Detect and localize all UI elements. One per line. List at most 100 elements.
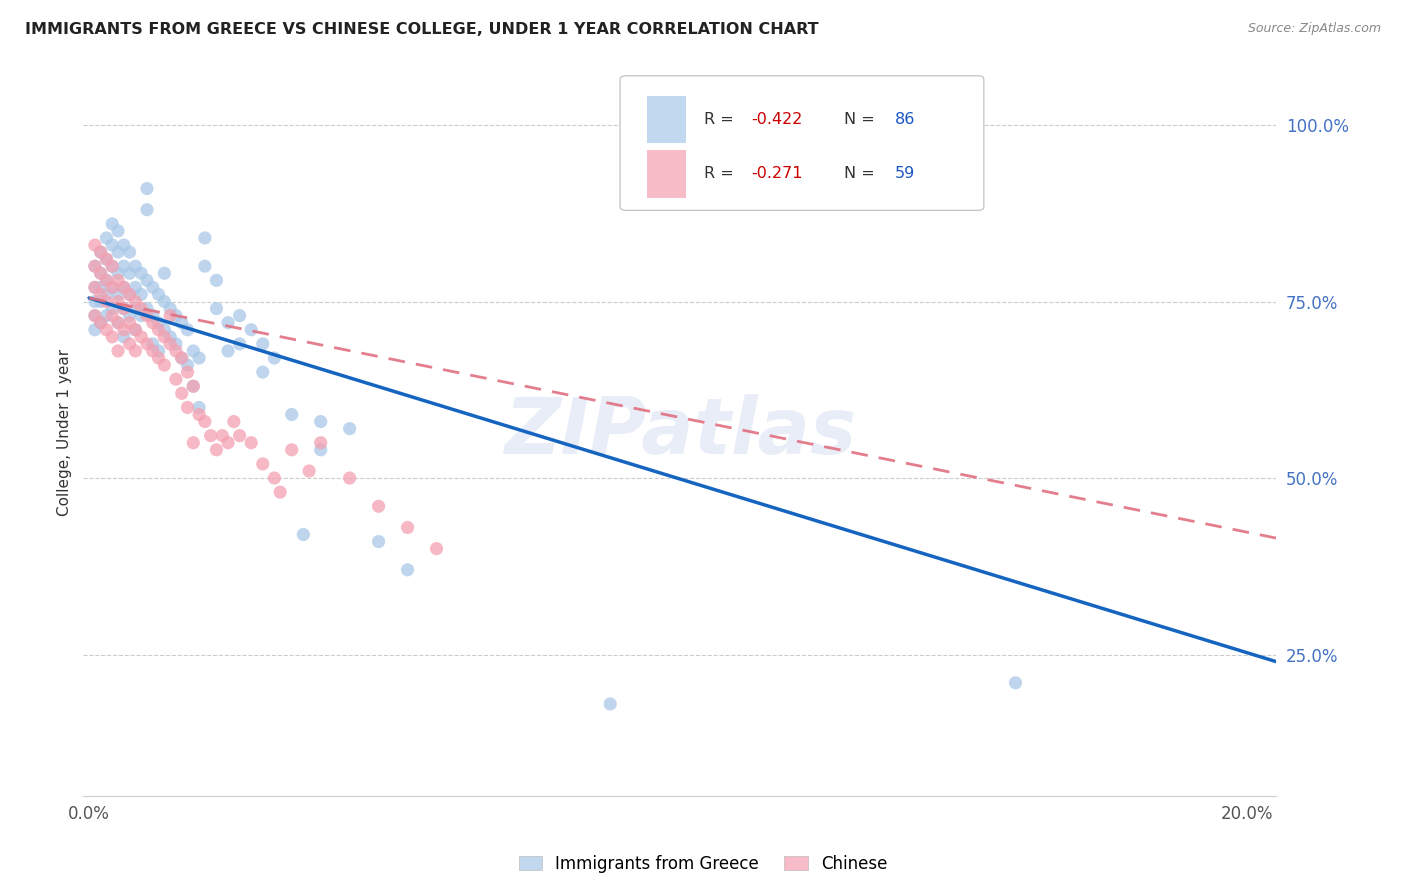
Point bbox=[142, 337, 165, 351]
Point bbox=[339, 471, 361, 485]
Point bbox=[339, 422, 361, 436]
Point bbox=[83, 238, 105, 252]
Point bbox=[298, 464, 321, 478]
Point bbox=[101, 280, 124, 294]
Point bbox=[112, 301, 135, 316]
Point bbox=[153, 266, 176, 280]
Point bbox=[280, 442, 302, 457]
Point bbox=[292, 527, 315, 541]
Point bbox=[153, 330, 176, 344]
Point bbox=[228, 428, 250, 442]
Point bbox=[118, 245, 141, 260]
Point bbox=[159, 330, 181, 344]
Legend: Immigrants from Greece, Chinese: Immigrants from Greece, Chinese bbox=[512, 848, 894, 880]
Point bbox=[252, 457, 274, 471]
Point bbox=[188, 408, 211, 422]
Point bbox=[90, 245, 112, 260]
Point bbox=[136, 273, 159, 287]
Point bbox=[136, 181, 159, 195]
Point bbox=[136, 337, 159, 351]
Point bbox=[107, 294, 129, 309]
Point bbox=[107, 316, 129, 330]
Point bbox=[96, 252, 118, 267]
Point bbox=[309, 435, 332, 450]
Point bbox=[425, 541, 447, 556]
Point bbox=[217, 435, 239, 450]
Point bbox=[263, 351, 285, 365]
Text: -0.271: -0.271 bbox=[751, 167, 803, 181]
Point bbox=[83, 309, 105, 323]
Point bbox=[90, 266, 112, 280]
Point bbox=[107, 245, 129, 260]
Point bbox=[142, 280, 165, 294]
Point bbox=[309, 415, 332, 429]
Point bbox=[124, 323, 146, 337]
Point bbox=[112, 330, 135, 344]
Point bbox=[263, 471, 285, 485]
Point bbox=[90, 316, 112, 330]
Point bbox=[96, 294, 118, 309]
Point bbox=[101, 259, 124, 273]
Point bbox=[96, 309, 118, 323]
Point bbox=[107, 273, 129, 287]
Point bbox=[176, 401, 198, 415]
Point bbox=[159, 301, 181, 316]
Point bbox=[118, 316, 141, 330]
Point bbox=[90, 294, 112, 309]
Point bbox=[118, 287, 141, 301]
Point bbox=[240, 435, 263, 450]
Point bbox=[107, 224, 129, 238]
Point bbox=[228, 337, 250, 351]
Point bbox=[165, 343, 187, 358]
Point bbox=[124, 294, 146, 309]
Point bbox=[96, 323, 118, 337]
Text: R =: R = bbox=[703, 112, 738, 127]
Point bbox=[181, 435, 204, 450]
Point bbox=[107, 287, 129, 301]
Point bbox=[101, 238, 124, 252]
Point bbox=[83, 280, 105, 294]
Bar bbox=[648, 95, 686, 143]
Point bbox=[112, 259, 135, 273]
Point bbox=[176, 323, 198, 337]
Point bbox=[599, 697, 621, 711]
Point bbox=[170, 351, 193, 365]
Point bbox=[112, 280, 135, 294]
Point bbox=[96, 273, 118, 287]
Text: 59: 59 bbox=[894, 167, 915, 181]
Point bbox=[200, 428, 222, 442]
Point bbox=[107, 316, 129, 330]
Text: -0.422: -0.422 bbox=[751, 112, 803, 127]
Point bbox=[129, 287, 152, 301]
Point bbox=[142, 343, 165, 358]
Point bbox=[228, 309, 250, 323]
Point bbox=[153, 323, 176, 337]
Point bbox=[194, 415, 217, 429]
Point bbox=[165, 337, 187, 351]
Point bbox=[96, 231, 118, 245]
Point bbox=[181, 379, 204, 393]
Point bbox=[194, 259, 217, 273]
Point bbox=[112, 323, 135, 337]
Point bbox=[136, 301, 159, 316]
Text: Source: ZipAtlas.com: Source: ZipAtlas.com bbox=[1247, 22, 1381, 36]
Text: 86: 86 bbox=[894, 112, 915, 127]
Point bbox=[153, 294, 176, 309]
Point bbox=[176, 358, 198, 372]
Point bbox=[118, 266, 141, 280]
Point bbox=[252, 365, 274, 379]
Point bbox=[205, 442, 228, 457]
Point bbox=[83, 323, 105, 337]
Point bbox=[112, 301, 135, 316]
Point bbox=[194, 231, 217, 245]
Point bbox=[124, 280, 146, 294]
Point bbox=[222, 415, 245, 429]
Point bbox=[159, 337, 181, 351]
Bar bbox=[648, 151, 686, 198]
Text: N =: N = bbox=[844, 112, 880, 127]
Point bbox=[118, 309, 141, 323]
Point bbox=[101, 259, 124, 273]
Point bbox=[90, 245, 112, 260]
Point bbox=[148, 351, 170, 365]
Point bbox=[90, 316, 112, 330]
